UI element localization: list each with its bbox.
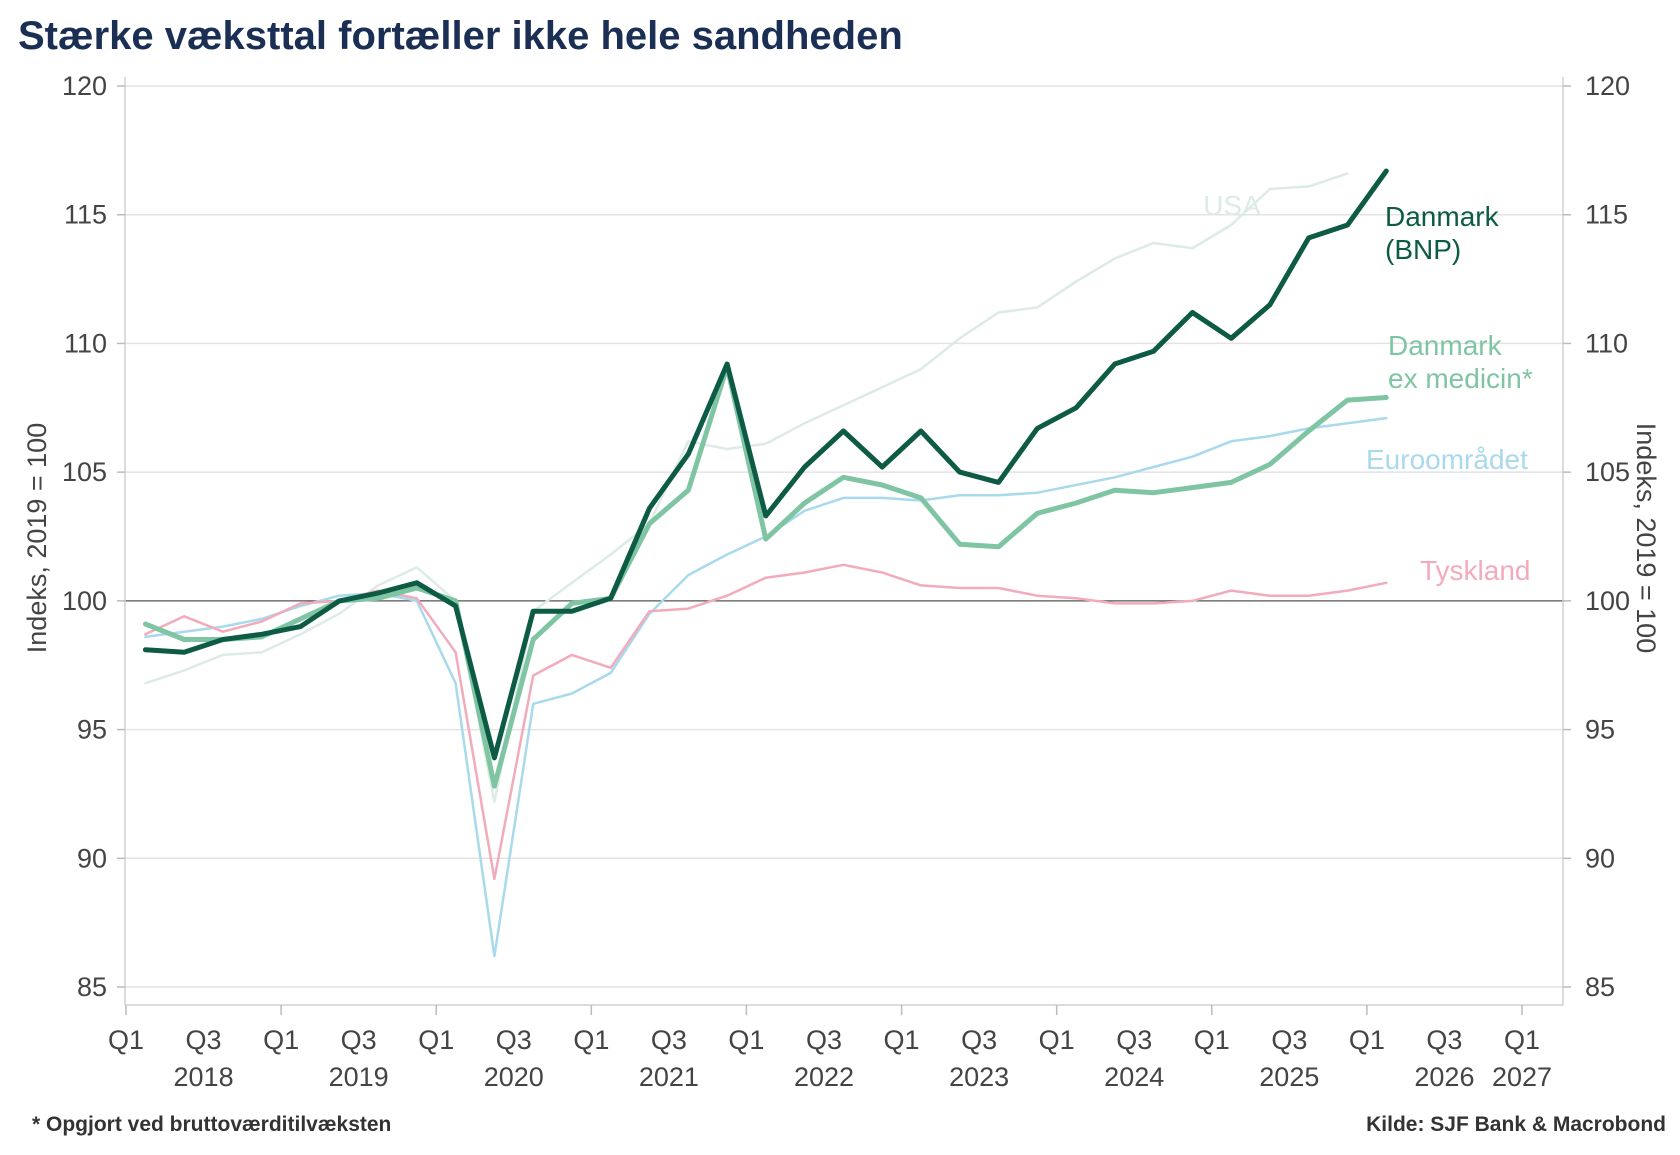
y-tick-label-left: 95 xyxy=(77,715,107,745)
x-tick-label: Q1 xyxy=(418,1025,454,1055)
series-label-line: (BNP) xyxy=(1385,234,1461,265)
series-line-euroområdet xyxy=(144,416,1388,958)
x-tick-label: Q1 xyxy=(263,1025,299,1055)
chart-title: Stærke væksttal fortæller ikke hele sand… xyxy=(18,14,903,58)
series-labels: USA Danmark (BNP)Danmark ex medicin*Euroomr… xyxy=(1203,190,1533,586)
y-tick-label-left: 105 xyxy=(62,457,107,487)
x-year-label: 2022 xyxy=(794,1062,854,1092)
x-year-label: 2027 xyxy=(1492,1062,1552,1092)
series-line-danmark-bnp xyxy=(142,168,1389,761)
y-tick-label-right: 110 xyxy=(1585,328,1628,358)
y-tick-label-left: 100 xyxy=(62,586,107,616)
series-label-line: USA xyxy=(1203,190,1261,221)
y-tick-label-right: 90 xyxy=(1585,843,1615,873)
series-label-tyskland: Tyskland xyxy=(1420,555,1531,586)
x-year-label: 2025 xyxy=(1259,1062,1319,1092)
x-year-label: 2026 xyxy=(1414,1062,1474,1092)
x-tick-label: Q3 xyxy=(651,1025,687,1055)
footnote: * Opgjort ved bruttoværditilvæksten xyxy=(32,1113,392,1136)
x-tick-label: Q3 xyxy=(1271,1025,1307,1055)
x-tick-label: Q3 xyxy=(961,1025,997,1055)
series-lines xyxy=(142,168,1389,958)
y-tick-label-left: 90 xyxy=(77,843,107,873)
x-tick-label: Q3 xyxy=(341,1025,377,1055)
series-label-euroområdet: Euroområdet xyxy=(1366,444,1528,475)
series-label-usa: USA xyxy=(1203,190,1261,221)
source-note: Kilde: SJF Bank & Macrobond xyxy=(1366,1113,1666,1136)
series-label-line: Tyskland xyxy=(1420,555,1531,586)
x-tick-label: Q3 xyxy=(1426,1025,1462,1055)
x-tick-label: Q1 xyxy=(884,1025,920,1055)
y-axis-right: 85 90 95 100 105 110 115 120 xyxy=(1585,71,1630,1002)
x-axis: Q1 Q3 Q1 Q3 Q1 Q3 Q1 Q3 Q1 Q3 Q1 Q3 Q1 Q3 Q1 Q3 Q1 Q3 Q1 20… xyxy=(108,1025,1552,1092)
x-tick-label: Q3 xyxy=(496,1025,532,1055)
y-tick-label-left: 110 xyxy=(64,328,107,358)
x-tick-label: Q1 xyxy=(1039,1025,1075,1055)
series-label-danmark-ex-medicin: Danmark ex medicin* xyxy=(1388,330,1533,394)
x-tick-label: Q1 xyxy=(1349,1025,1385,1055)
y-tick-label-left: 115 xyxy=(64,200,107,230)
x-year-label: 2024 xyxy=(1104,1062,1164,1092)
series-label-danmark-bnp: Danmark (BNP) xyxy=(1385,201,1500,265)
y-tick-label-right: 95 xyxy=(1585,715,1615,745)
x-year-label: 2019 xyxy=(329,1062,389,1092)
x-tick-label: Q1 xyxy=(728,1025,764,1055)
y-axis-label-left: Indeks, 2019 = 100 xyxy=(22,423,52,653)
y-tick-label-right: 105 xyxy=(1585,457,1630,487)
series-label-line: ex medicin* xyxy=(1388,363,1533,394)
axes xyxy=(117,77,1571,1015)
y-axis-label-right: Indeks, 2019 = 100 xyxy=(1631,423,1661,653)
series-line-danmark-ex-medicin xyxy=(142,364,1389,789)
x-tick-label: Q1 xyxy=(1194,1025,1230,1055)
x-year-label: 2021 xyxy=(639,1062,699,1092)
x-year-label: 2023 xyxy=(949,1062,1009,1092)
x-tick-label: Q3 xyxy=(186,1025,222,1055)
series-label-line: Euroområdet xyxy=(1366,444,1528,475)
y-tick-label-left: 120 xyxy=(62,71,107,101)
x-tick-label: Q3 xyxy=(806,1025,842,1055)
y-tick-label-left: 85 xyxy=(77,972,107,1002)
series-line-tyskland xyxy=(144,563,1388,881)
x-tick-label: Q3 xyxy=(1116,1025,1152,1055)
x-year-label: 2020 xyxy=(484,1062,544,1092)
y-tick-label-right: 100 xyxy=(1585,586,1630,616)
y-axis-left: 85 90 95 100 105 110 115 120 xyxy=(62,71,107,1002)
series-line-usa xyxy=(144,172,1349,803)
y-tick-label-right: 120 xyxy=(1585,71,1630,101)
series-label-line: Danmark xyxy=(1385,201,1500,232)
x-tick-label: Q1 xyxy=(108,1025,144,1055)
x-tick-label: Q1 xyxy=(1504,1025,1540,1055)
x-year-label: 2018 xyxy=(174,1062,234,1092)
y-tick-label-right: 85 xyxy=(1585,972,1615,1002)
series-label-line: Danmark xyxy=(1388,330,1503,361)
y-tick-label-right: 115 xyxy=(1585,200,1628,230)
x-tick-label: Q1 xyxy=(573,1025,609,1055)
